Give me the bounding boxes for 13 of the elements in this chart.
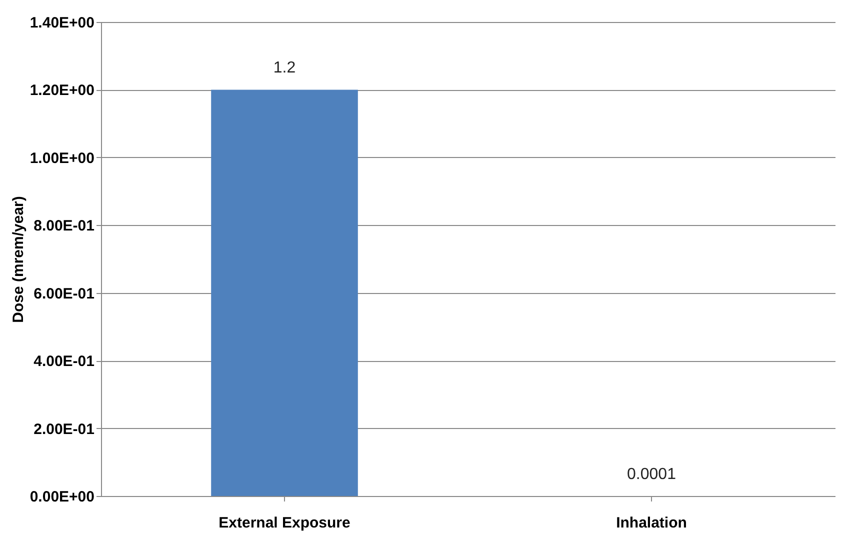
x-tick-label: Inhalation xyxy=(616,514,687,532)
y-tick-label: 1.20E+00 xyxy=(30,82,94,100)
data-label: 0.0001 xyxy=(627,466,676,483)
x-tick-label: External Exposure xyxy=(218,514,350,532)
y-tick-label: 8.00E-01 xyxy=(34,218,94,235)
y-tick-label: 2.00E-01 xyxy=(34,420,94,438)
data-label: 1.2 xyxy=(273,60,296,77)
y-tick-label: 6.00E-01 xyxy=(34,285,94,302)
y-axis-title: Dose (mrem/year) xyxy=(10,196,27,323)
y-tick-label: 1.40E+00 xyxy=(30,14,94,32)
y-tick-label: 1.00E+00 xyxy=(30,150,94,167)
y-tick-label: 4.00E-01 xyxy=(34,353,94,370)
y-tick-label: 0.00E+00 xyxy=(30,488,94,506)
